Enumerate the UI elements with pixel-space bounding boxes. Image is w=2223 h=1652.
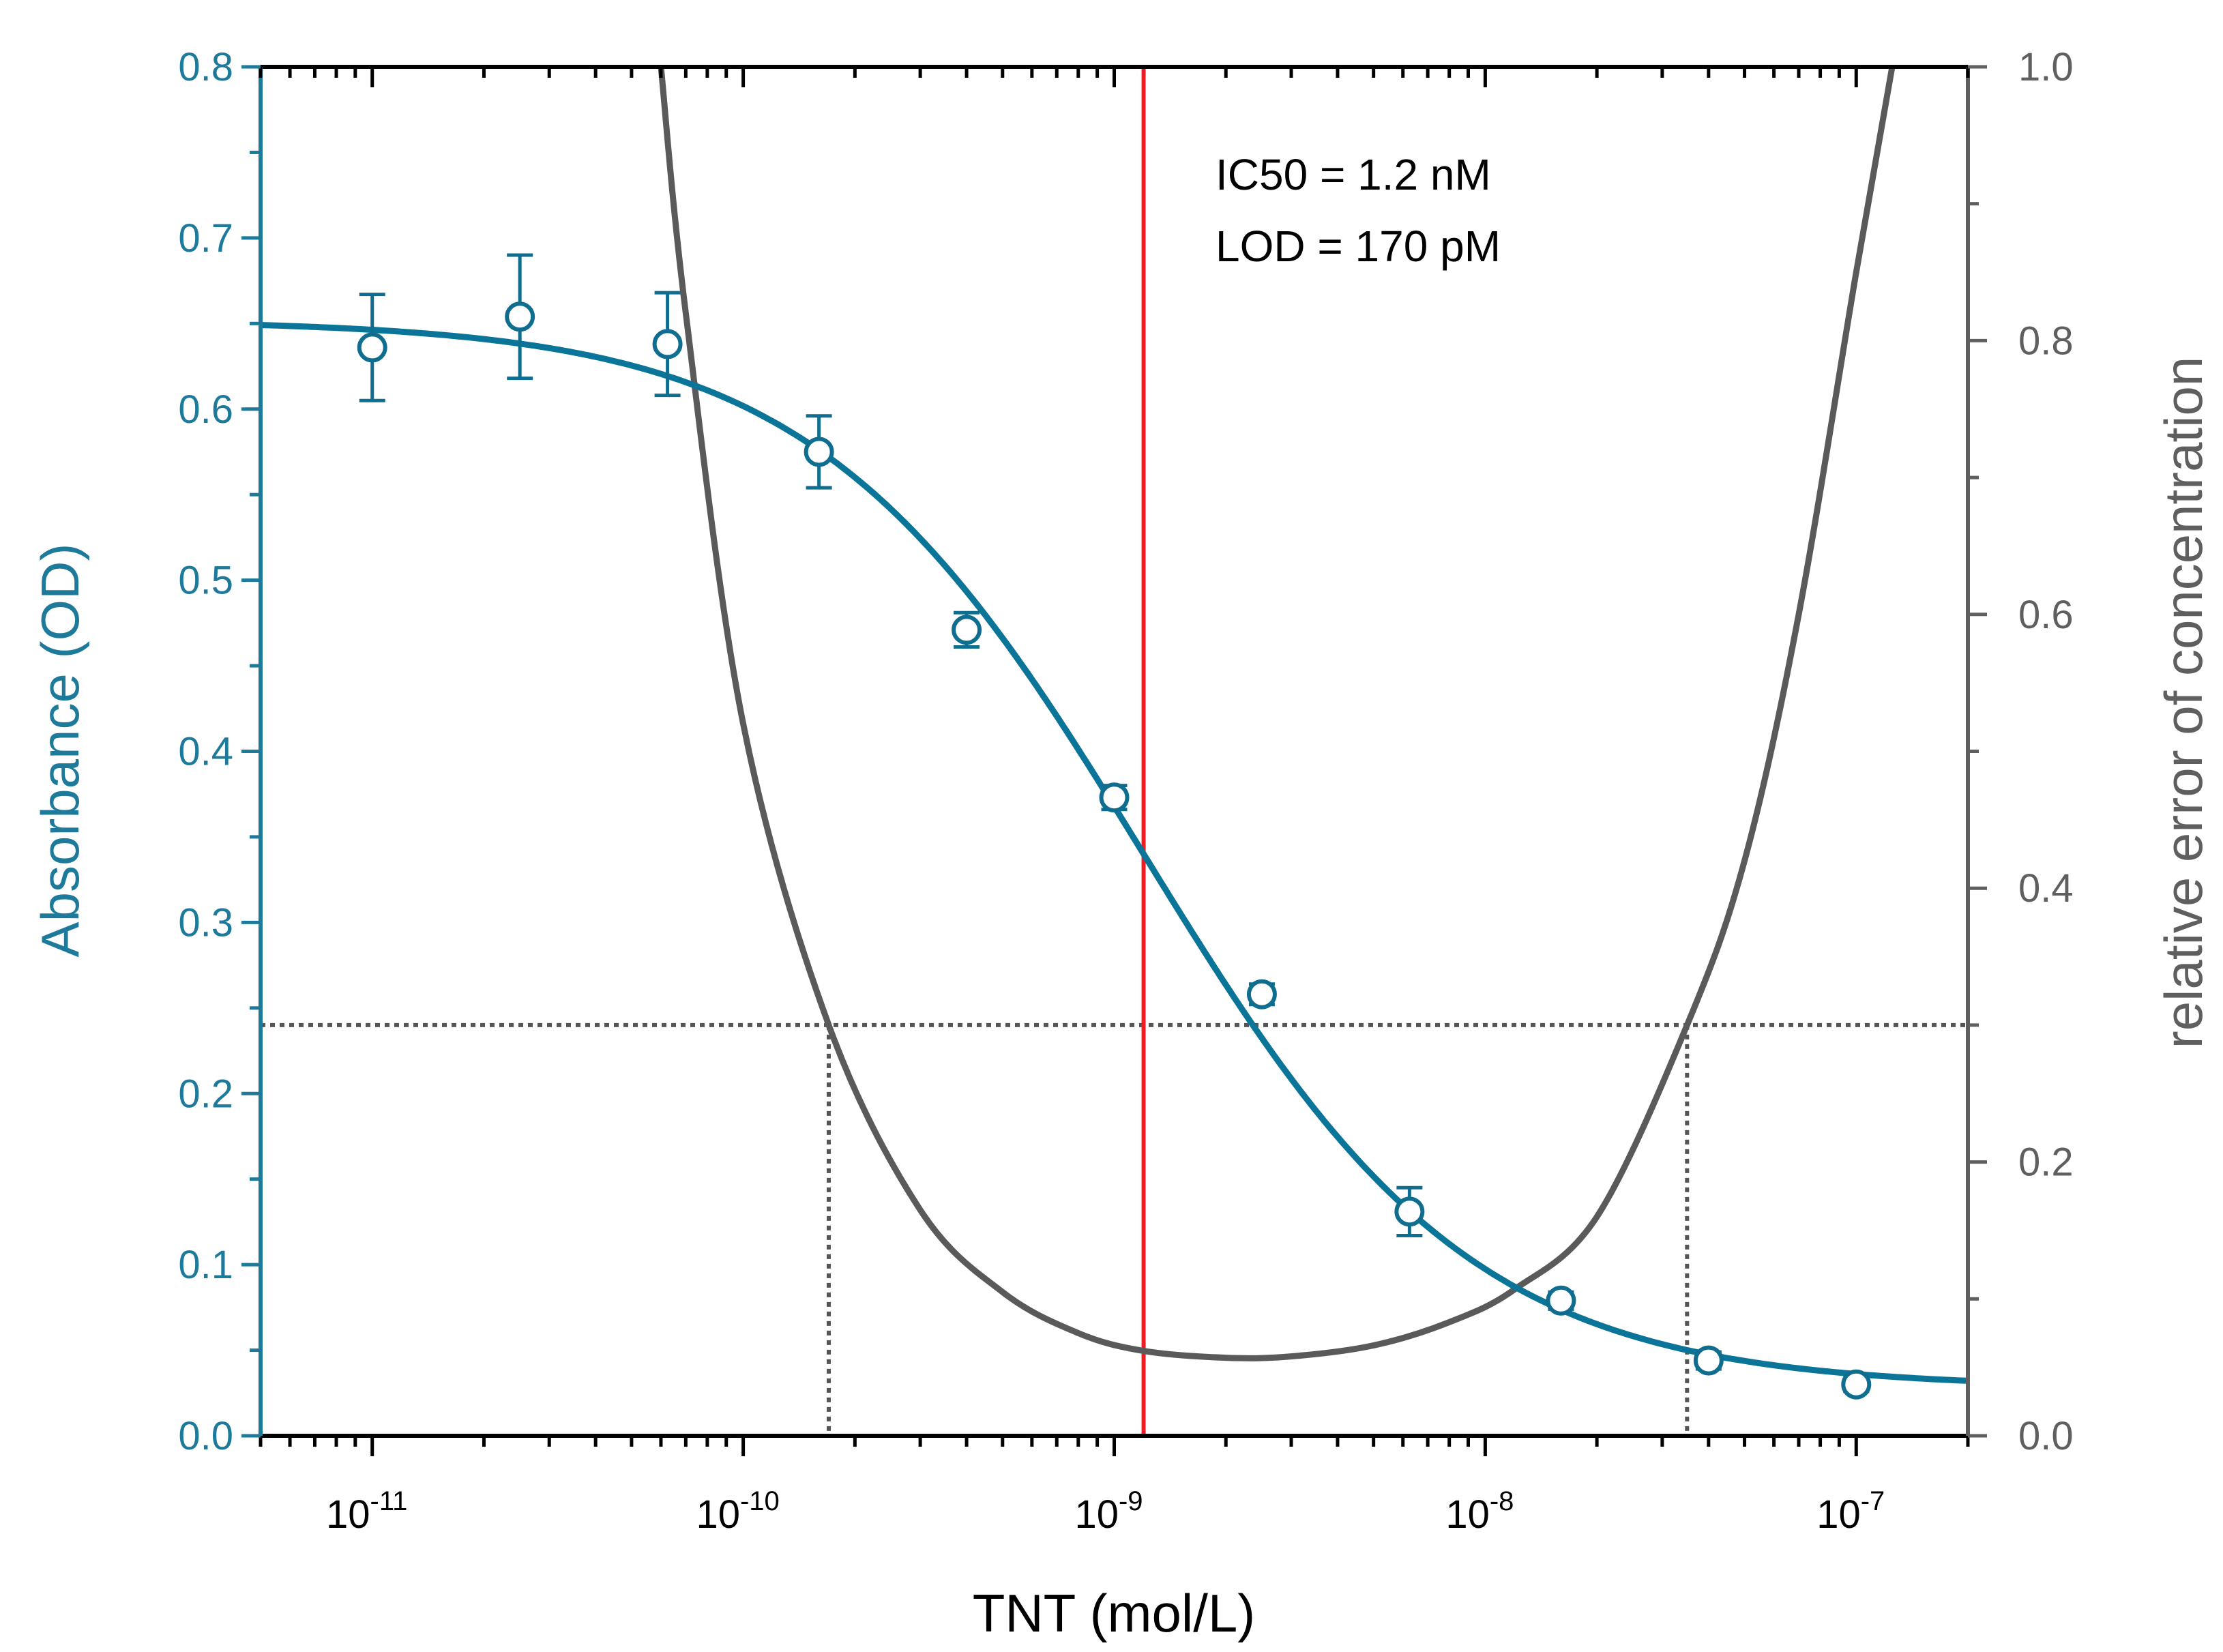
data-point (357, 293, 387, 402)
data-points (357, 253, 1872, 1400)
y-right-tick-label: 0.4 (2018, 866, 2074, 911)
data-marker (1099, 782, 1130, 813)
data-point (1394, 1185, 1425, 1237)
data-point (1841, 1369, 1872, 1400)
y-left-tick-label: 0.2 (178, 1072, 233, 1116)
y-right-tick-label: 0.8 (2018, 319, 2074, 363)
y-left-tick-label: 0.1 (178, 1243, 233, 1287)
x-tick-label: 10-9 (1074, 1486, 1143, 1537)
x-tick-label: 10-8 (1445, 1486, 1514, 1537)
y-left-tick-label: 0.7 (178, 216, 233, 261)
data-point (505, 253, 535, 381)
data-point (652, 291, 683, 398)
relative-error-curve (658, 67, 1896, 1361)
data-marker (1394, 1196, 1425, 1227)
data-point (1246, 979, 1277, 1009)
y-left-tick-label: 0.4 (178, 730, 233, 774)
x-tick-label: 10-10 (696, 1486, 779, 1537)
axes: 10-11 10-10 10-9 10-8 10-7 0.0 0.1 0.2 0.3 0.4 0.5… (178, 45, 2073, 1537)
reference-lines (261, 67, 1968, 1436)
annotations: IC50 = 1.2 nM LOD = 170 pM (1216, 150, 1501, 271)
data-marker (1246, 979, 1277, 1009)
x-axis-title: TNT (mol/L) (973, 1583, 1256, 1643)
y-left-tick-label: 0.6 (178, 387, 233, 432)
ic50-annotation: IC50 = 1.2 nM (1216, 150, 1491, 199)
x-tick-label: 10-11 (326, 1486, 407, 1537)
x-tick-label: 10-7 (1816, 1486, 1885, 1537)
data-marker (952, 615, 982, 645)
y-right-tick-label: 1.0 (2018, 45, 2074, 89)
y-right-tick-label: 0.2 (2018, 1140, 2074, 1185)
data-point (804, 414, 834, 490)
y-left-tick-label: 0.0 (178, 1414, 233, 1458)
y-axis-title-right: relative error of concentration (2153, 357, 2213, 1049)
y-left-tick-label: 0.8 (178, 45, 233, 89)
data-marker (804, 437, 834, 467)
y-right-tick-label: 0.6 (2018, 593, 2074, 637)
data-marker (1841, 1369, 1872, 1400)
data-marker (1546, 1285, 1576, 1316)
data-point (1693, 1345, 1724, 1376)
data-point (1099, 782, 1130, 813)
data-marker (357, 332, 387, 363)
fit-curve (261, 322, 1968, 1384)
data-marker (505, 301, 535, 332)
y-left-tick-label: 0.5 (178, 559, 233, 603)
data-point (952, 610, 982, 649)
y-left-tick-label: 0.3 (178, 900, 233, 945)
y-axis-title-left: Absorbance (OD) (30, 544, 90, 958)
y-right-tick-label: 0.0 (2018, 1414, 2074, 1458)
plot-area (261, 67, 1968, 1436)
data-marker (1693, 1345, 1724, 1376)
data-point (1546, 1285, 1576, 1316)
data-marker (652, 329, 683, 359)
lod-annotation: LOD = 170 pM (1216, 222, 1501, 271)
